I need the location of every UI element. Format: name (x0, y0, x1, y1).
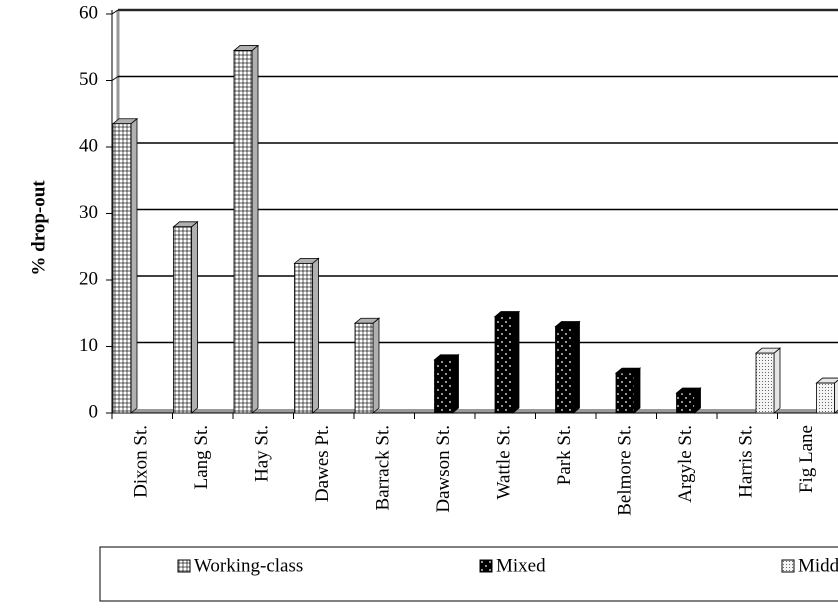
bar (173, 226, 192, 414)
x-tick-label: Dixon St. (131, 425, 152, 498)
bar-side (130, 117, 138, 414)
floor (112, 409, 838, 413)
bar-side (512, 310, 520, 414)
y-tick-label: 50 (79, 69, 98, 90)
y-tick-label: 60 (79, 2, 98, 23)
legend-swatch (177, 559, 191, 573)
legend-label: Mixed (496, 555, 546, 576)
x-tick-label: Park St. (554, 425, 575, 485)
bar (434, 359, 453, 414)
bar-side (773, 347, 781, 414)
legend-box (99, 546, 838, 602)
bar-side (633, 367, 641, 414)
x-tick-label: Harris St. (736, 425, 757, 498)
x-tick-label: Dawson St. (433, 425, 454, 513)
x-tick-label: Barrack St. (373, 425, 394, 510)
bar-top (815, 377, 838, 384)
bar (233, 50, 253, 414)
y-tick-label: 40 (79, 135, 98, 156)
x-tick-label: Hay St. (252, 425, 273, 482)
x-tick-label: Belmore St. (615, 425, 636, 516)
y-tick-label: 20 (79, 268, 98, 289)
x-tick-label: Dawes Pt. (312, 425, 333, 502)
legend-label: Working-class (194, 555, 303, 576)
y-tick-label: 10 (79, 335, 98, 356)
legend-label: Middle-class (798, 555, 838, 576)
bar-side (251, 44, 259, 414)
bar-side (372, 317, 380, 414)
x-tick-label: Lang St. (191, 425, 212, 489)
bar (816, 382, 835, 414)
grid-line (111, 76, 119, 81)
bar (354, 322, 374, 414)
bar-side (191, 220, 198, 414)
x-tick-label: Argyle St. (675, 425, 696, 503)
bar (615, 372, 635, 414)
bar (112, 123, 132, 414)
bar (755, 352, 775, 414)
bar (555, 326, 574, 414)
legend-swatch (781, 559, 795, 573)
x-tick-label: Fig Lane (796, 425, 817, 493)
y-tick-label: 30 (79, 202, 98, 223)
grid-line (111, 9, 119, 15)
x-tick-label: Wattle St. (494, 425, 515, 499)
bar (294, 262, 313, 414)
bar-side (452, 353, 459, 414)
y-tick-label: 0 (89, 401, 99, 422)
legend-swatch (479, 559, 493, 573)
bar (676, 392, 695, 414)
bar-side (312, 257, 319, 414)
bar-side (834, 379, 838, 414)
y-axis-label: % drop-out (28, 180, 49, 276)
bar-side (573, 320, 580, 414)
bar (494, 316, 514, 414)
